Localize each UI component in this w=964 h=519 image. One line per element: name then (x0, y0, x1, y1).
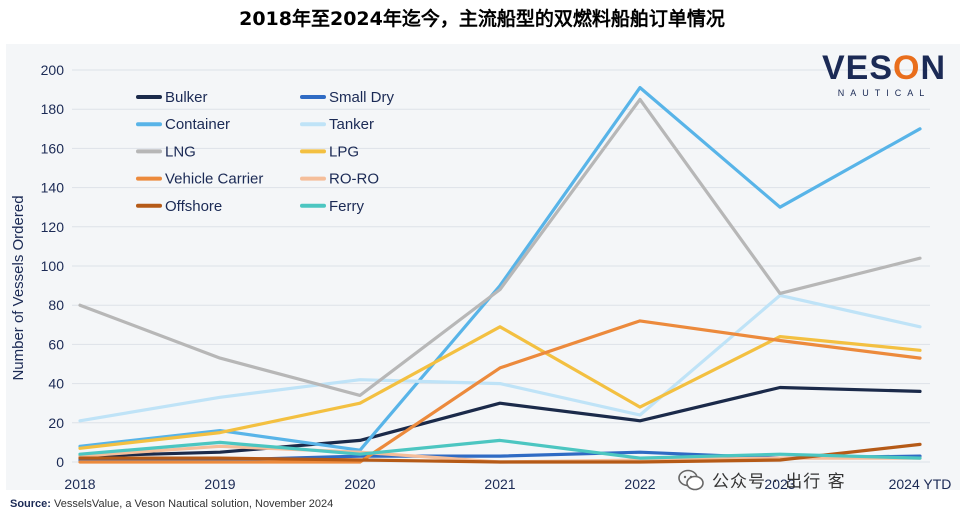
legend-label-small-dry: Small Dry (329, 89, 395, 106)
axes: 0 20 40 60 80 100 120 140 160 180 200 2018 2019 2020 2… (41, 62, 952, 492)
legend-label-vehicle-carrier: Vehicle Carrier (165, 171, 263, 188)
veson-logo: VESON NAUTICAL (822, 50, 946, 98)
y-tick-label: 60 (48, 336, 64, 352)
legend: Bulker Small Dry Container Tanker LNG LPG Vehi… (136, 89, 395, 215)
wechat-icon (678, 469, 704, 491)
legend-label-lng: LNG (165, 143, 196, 160)
watermark-text: 公众号 · 出行 客 (712, 472, 846, 492)
series-line-lng (78, 97, 922, 397)
y-tick-label: 140 (41, 180, 65, 196)
series-line-container (78, 85, 922, 452)
x-tick-label: 2019 (204, 476, 235, 492)
y-tick-label: 40 (48, 376, 64, 392)
wechat-watermark: 公众号 · 出行 客 (678, 467, 846, 492)
x-tick-label: 2018 (64, 476, 95, 492)
logo-subtitle: NAUTICAL (837, 88, 931, 98)
source-note: Source: VesselsValue, a Veson Nautical s… (10, 498, 334, 510)
series-line-tanker (78, 293, 922, 423)
legend-label-container: Container (165, 116, 230, 133)
series-line-ferry (78, 438, 922, 460)
y-axis-label: Number of Vessels Ordered (10, 195, 27, 380)
y-tick-label: 200 (41, 62, 65, 78)
legend-label-tanker: Tanker (329, 116, 374, 133)
series-line-vehicle-carrier (78, 319, 922, 464)
legend-label-bulker: Bulker (165, 89, 208, 106)
y-tick-label: 160 (41, 140, 65, 156)
y-tick-label: 120 (41, 219, 65, 235)
legend-label-ro-ro: RO-RO (329, 171, 379, 188)
x-tick-label: 2024 YTD (889, 476, 952, 492)
logo-wordmark: VESON (822, 49, 947, 87)
x-tick-label: 2021 (484, 476, 515, 492)
legend-label-ferry: Ferry (329, 198, 364, 215)
legend-label-offshore: Offshore (165, 198, 222, 215)
y-tick-label: 180 (41, 101, 65, 117)
chart-panel (6, 44, 960, 490)
legend-label-lpg: LPG (329, 143, 359, 160)
page-title: 2018年至2024年迄今，主流船型的双燃料船舶订单情况 (239, 8, 725, 30)
y-tick-label: 20 (48, 415, 64, 431)
series-lines (78, 85, 922, 464)
y-tick-label: 100 (41, 258, 65, 274)
series-line-lpg (78, 325, 922, 450)
x-tick-label: 2023 (764, 476, 795, 492)
x-tick-label: 2022 (624, 476, 655, 492)
series-line-bulker (78, 385, 922, 458)
y-tick-label: 0 (56, 454, 64, 470)
x-tick-label: 2020 (344, 476, 375, 492)
series-line-offshore (78, 442, 922, 464)
y-tick-label: 80 (48, 297, 64, 313)
